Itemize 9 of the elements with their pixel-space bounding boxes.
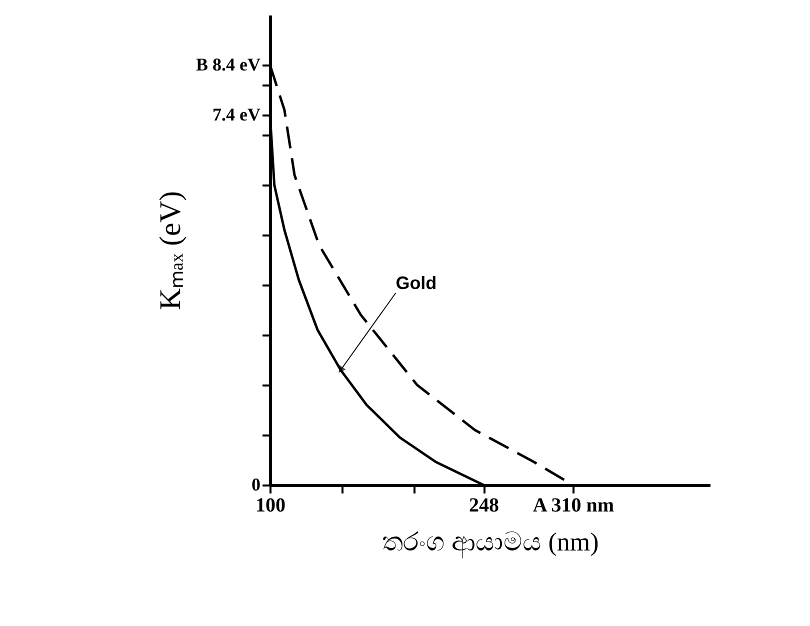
- y-axis-title: Kₘₐₓ (eV): [154, 190, 188, 310]
- x-tick-label: 100: [256, 494, 286, 516]
- x-tick-label: 248: [469, 494, 500, 516]
- x-axis-title: තරංග ආයාමය (nm): [382, 528, 599, 558]
- y-tick-label: B 8.4 eV: [196, 54, 260, 74]
- text: Gold: [396, 273, 437, 293]
- y-tick-label: 0: [252, 474, 260, 494]
- y-tick-label: 7.4 eV: [212, 104, 260, 124]
- x-tick-label: A 310 nm: [532, 494, 614, 516]
